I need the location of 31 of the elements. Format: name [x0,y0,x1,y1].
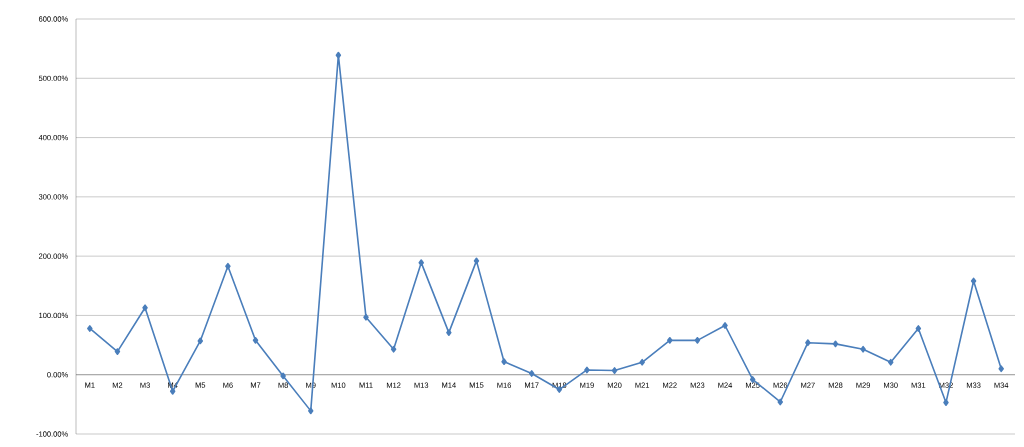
point [87,325,93,332]
point [473,257,480,265]
point [390,345,397,353]
point [970,277,977,285]
point [860,345,866,353]
point [639,358,645,366]
point [142,304,148,312]
point [501,358,507,366]
point [197,337,204,345]
point [446,329,452,337]
point [528,370,535,377]
point [915,325,922,332]
point [943,399,949,406]
point [694,336,701,344]
point [805,339,811,347]
point [777,398,784,406]
point [667,336,673,344]
point [308,407,314,415]
point [363,313,369,321]
point [611,367,618,374]
point [225,262,231,270]
point [335,51,342,59]
point [722,322,728,329]
point [280,372,286,380]
point [114,348,121,355]
point [418,259,424,267]
point [998,365,1004,373]
point [887,358,894,366]
point [584,366,590,374]
point [832,340,839,348]
point [252,336,259,344]
